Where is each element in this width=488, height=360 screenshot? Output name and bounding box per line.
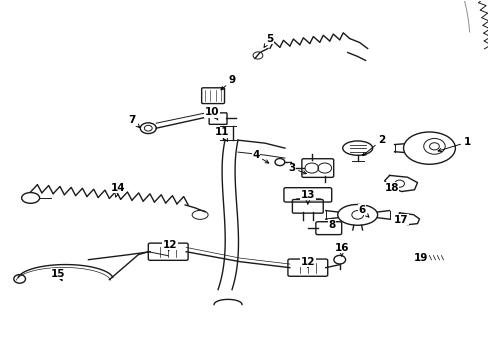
Text: 4: 4 [252,150,268,163]
Text: 2: 2 [362,135,385,156]
Text: 12: 12 [300,257,314,267]
Text: 12: 12 [163,240,177,251]
Text: 11: 11 [214,127,229,141]
Text: 10: 10 [204,107,219,120]
Text: 5: 5 [264,33,273,48]
Text: 16: 16 [334,243,348,256]
Text: 8: 8 [327,220,335,230]
Text: 15: 15 [51,269,66,281]
Text: 14: 14 [111,183,125,197]
Text: 19: 19 [413,253,428,263]
Text: 1: 1 [437,137,470,152]
Text: 9: 9 [221,75,235,90]
Text: 6: 6 [357,205,368,217]
Text: 17: 17 [393,215,408,225]
Text: 7: 7 [128,115,140,127]
Text: 13: 13 [300,190,314,204]
Text: 3: 3 [287,163,305,174]
Circle shape [417,256,421,259]
Text: 18: 18 [384,183,398,193]
